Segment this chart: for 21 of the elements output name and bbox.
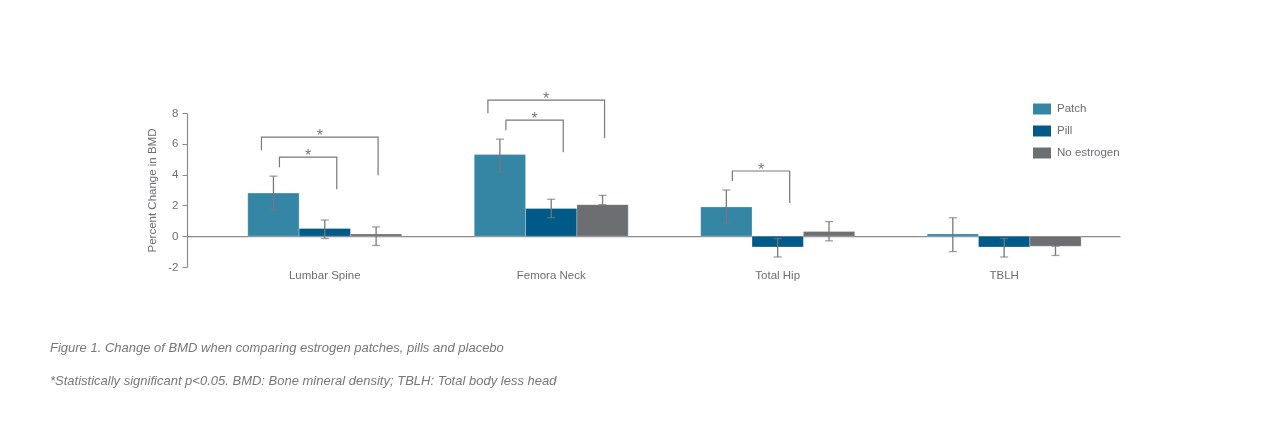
legend-label: No estrogen	[1057, 146, 1120, 158]
text: *	[543, 90, 550, 108]
y-tick-label: -2	[168, 260, 179, 273]
y-tick-label: 0	[172, 229, 179, 242]
legend-label: Patch	[1057, 102, 1087, 114]
y-axis-title: Percent Change in BMD	[146, 128, 159, 253]
x-tick-label: Total Hip	[755, 268, 801, 281]
y-tick-label: 6	[172, 137, 179, 150]
x-tick-label: Lumbar Spine	[288, 268, 361, 281]
x-tick-label: TBLH	[989, 268, 1019, 281]
text: *Statistically significant p<0.05. BMD: Bone mineral density; TBLH: Total body less head	[50, 373, 557, 389]
y-tick-label: 8	[172, 106, 179, 119]
legend-label: Pill	[1057, 124, 1073, 136]
y-tick-label: 4	[172, 168, 180, 181]
caption: Figure 1. Change of BMD when comparing estrogen patches, pills and placebo	[50, 340, 504, 356]
annotation: *	[531, 110, 538, 128]
y-tick-label: 2	[172, 198, 179, 211]
x-tick-label: Femora Neck	[516, 268, 586, 281]
annotation: *	[304, 147, 312, 165]
annotation: *	[316, 127, 323, 145]
annotation: *	[757, 161, 765, 178]
